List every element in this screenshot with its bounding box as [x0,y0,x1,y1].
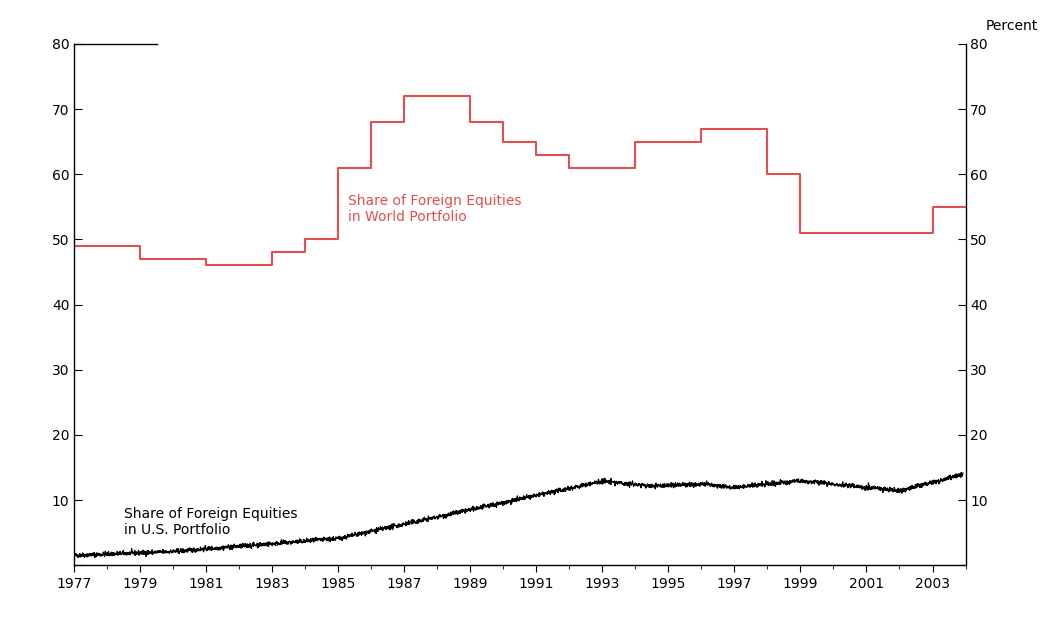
Text: Percent: Percent [986,19,1038,33]
Text: Share of Foreign Equities
in U.S. Portfolio: Share of Foreign Equities in U.S. Portfo… [124,507,297,537]
Text: Share of Foreign Equities
in World Portfolio: Share of Foreign Equities in World Portf… [348,194,522,224]
